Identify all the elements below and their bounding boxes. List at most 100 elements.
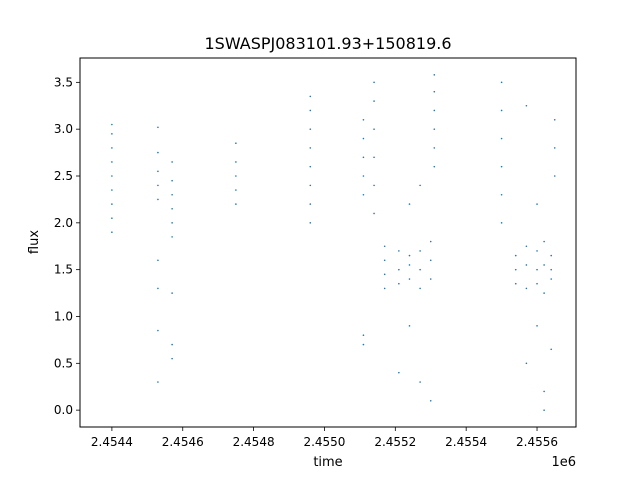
- data-point: [373, 184, 375, 187]
- data-point: [514, 282, 517, 285]
- data-point: [550, 268, 552, 271]
- data-point: [419, 381, 421, 383]
- data-point: [429, 278, 432, 280]
- data-point: [309, 222, 312, 224]
- data-point: [536, 325, 538, 327]
- data-point: [536, 250, 538, 252]
- data-point: [171, 222, 173, 224]
- data-point: [362, 334, 365, 337]
- data-point: [525, 264, 528, 266]
- data-point: [543, 390, 545, 393]
- data-point: [171, 292, 173, 294]
- data-point: [398, 250, 400, 252]
- data-point: [111, 147, 113, 149]
- data-point: [235, 175, 237, 177]
- data-point: [550, 348, 552, 351]
- x-tick-label: 2.4544: [91, 435, 133, 449]
- data-point: [433, 74, 436, 76]
- data-point: [419, 268, 421, 271]
- points-layer: [111, 74, 556, 411]
- y-tick-label: 3.0: [54, 122, 73, 136]
- x-tick-label: 2.4546: [162, 435, 204, 449]
- data-point: [553, 119, 556, 121]
- data-point: [408, 278, 411, 280]
- data-point: [433, 109, 436, 112]
- chart-title: 1SWASPJ083101.93+150819.6: [204, 34, 451, 53]
- data-point: [419, 184, 421, 187]
- data-point: [536, 282, 538, 285]
- data-point: [543, 264, 545, 266]
- data-point: [419, 287, 421, 290]
- data-point: [383, 245, 386, 248]
- data-point: [500, 81, 503, 84]
- data-point: [111, 175, 113, 177]
- y-tick-label: 3.5: [54, 75, 73, 89]
- data-point: [398, 282, 400, 285]
- data-point: [309, 147, 312, 149]
- data-point: [543, 240, 545, 243]
- data-point: [309, 165, 312, 168]
- data-point: [500, 193, 503, 196]
- data-point: [171, 207, 173, 210]
- data-point: [171, 236, 173, 238]
- data-point: [419, 250, 421, 252]
- data-point: [362, 343, 365, 346]
- data-point: [429, 399, 432, 402]
- data-point: [309, 203, 312, 205]
- data-point: [309, 128, 312, 130]
- data-point: [111, 133, 113, 135]
- data-point: [525, 287, 528, 290]
- y-axis: 0.0 0.5 1.0 1.5 2.0 2.5 3.0 3.5: [54, 75, 80, 417]
- data-point: [157, 381, 159, 383]
- x-offset-label: 1e6: [551, 455, 576, 470]
- data-point: [525, 362, 528, 365]
- x-tick-label: 2.4554: [445, 435, 487, 449]
- data-point: [543, 409, 545, 411]
- data-point: [111, 217, 113, 219]
- data-point: [362, 175, 365, 177]
- data-point: [373, 100, 375, 102]
- x-tick-label: 2.4550: [303, 435, 345, 449]
- data-point: [157, 151, 159, 154]
- data-point: [536, 268, 538, 271]
- data-point: [362, 193, 365, 196]
- data-point: [235, 142, 237, 145]
- y-tick-label: 1.0: [54, 309, 73, 323]
- data-point: [171, 161, 173, 163]
- y-tick-label: 2.0: [54, 216, 73, 230]
- data-point: [429, 240, 432, 243]
- data-point: [157, 170, 159, 173]
- y-tick-label: 0.5: [54, 356, 73, 370]
- data-point: [235, 189, 237, 191]
- data-point: [362, 119, 365, 121]
- y-tick-label: 1.5: [54, 263, 73, 277]
- data-point: [235, 161, 237, 163]
- data-point: [433, 90, 436, 93]
- data-point: [398, 268, 400, 271]
- data-point: [383, 287, 386, 290]
- data-point: [500, 165, 503, 168]
- data-point: [398, 371, 400, 374]
- data-point: [536, 203, 538, 205]
- x-tick-label: 2.4556: [516, 435, 558, 449]
- data-point: [383, 273, 386, 276]
- data-point: [157, 184, 159, 187]
- data-point: [514, 254, 517, 257]
- data-point: [525, 104, 528, 107]
- data-point: [373, 212, 375, 215]
- data-point: [543, 292, 545, 294]
- data-point: [408, 325, 411, 327]
- data-point: [171, 179, 173, 182]
- data-point: [408, 254, 411, 257]
- data-point: [373, 156, 375, 159]
- data-point: [111, 123, 113, 126]
- data-point: [514, 268, 517, 271]
- x-tick-label: 2.4552: [374, 435, 416, 449]
- data-point: [157, 126, 159, 129]
- data-point: [550, 278, 552, 280]
- data-point: [157, 198, 159, 201]
- data-point: [157, 287, 159, 290]
